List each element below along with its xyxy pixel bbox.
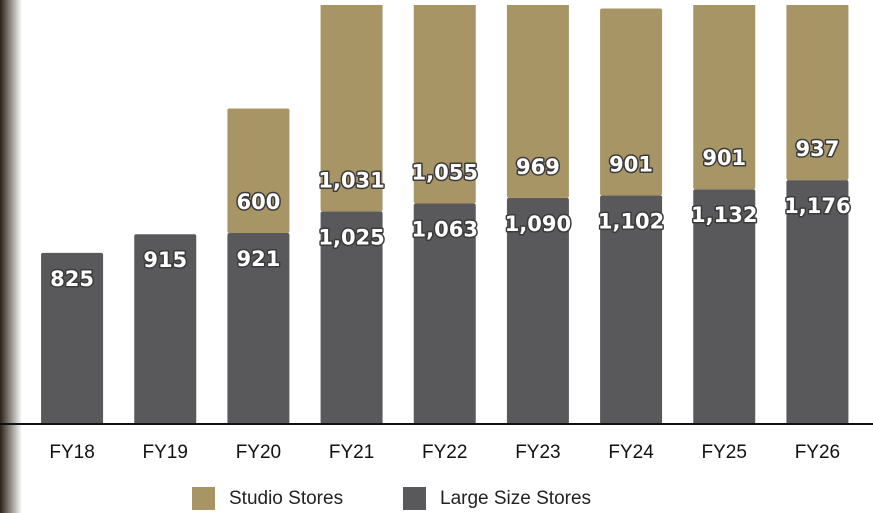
bar-segment — [693, 189, 756, 424]
value-label: 969 — [516, 155, 560, 179]
legend-swatch — [403, 487, 426, 510]
value-label: 825 — [50, 267, 94, 291]
legend-label: Large Size Stores — [440, 488, 591, 509]
value-label: 901 — [702, 146, 746, 170]
bar-segment — [134, 234, 197, 424]
x-tick-label: FY24 — [608, 442, 654, 463]
bar-segment — [786, 180, 849, 424]
value-label: 1,063 — [412, 218, 478, 242]
x-tick-label: FY19 — [143, 442, 188, 463]
bar-segment — [506, 5, 569, 198]
x-tick-label: FY18 — [49, 442, 94, 463]
bar-segment — [413, 203, 476, 424]
background-edge — [0, 0, 22, 513]
bar-segment — [41, 252, 104, 424]
value-label: 915 — [143, 248, 187, 272]
bar-segment — [227, 108, 290, 233]
legend-label: Studio Stores — [229, 488, 343, 509]
x-tick-label: FY20 — [236, 442, 281, 463]
bar-segment — [320, 5, 383, 212]
x-tick-label: FY21 — [329, 442, 374, 463]
value-label: 1,031 — [318, 168, 384, 192]
bar-segment — [506, 197, 569, 424]
bar-segment — [786, 5, 849, 181]
value-label: 1,102 — [598, 209, 664, 233]
x-tick-label: FY25 — [702, 442, 747, 463]
value-label: 921 — [236, 247, 280, 271]
value-label: 1,090 — [505, 212, 571, 236]
value-label: 1,055 — [412, 161, 478, 185]
value-label: 937 — [795, 137, 839, 161]
value-label: 1,132 — [691, 203, 757, 227]
value-label: 1,025 — [318, 225, 384, 249]
bar-segment — [600, 195, 663, 424]
value-label: 1,176 — [784, 194, 850, 218]
bar-segment — [227, 232, 290, 424]
x-tick-label: FY23 — [515, 442, 560, 463]
value-label: 600 — [236, 190, 280, 214]
x-tick-label: FY22 — [422, 442, 467, 463]
bar-segment — [320, 211, 383, 424]
value-label: 901 — [609, 152, 653, 176]
bar-segment — [600, 8, 663, 196]
x-tick-label: FY26 — [795, 442, 840, 463]
legend-swatch — [192, 487, 215, 510]
labels: 825 FY18 915 FY19 921 600 FY20 1,025 1,031 FY21 1,… — [49, 136, 852, 463]
bar-segment — [413, 5, 476, 204]
bar-segment — [693, 5, 756, 190]
plot-area — [41, 5, 849, 424]
